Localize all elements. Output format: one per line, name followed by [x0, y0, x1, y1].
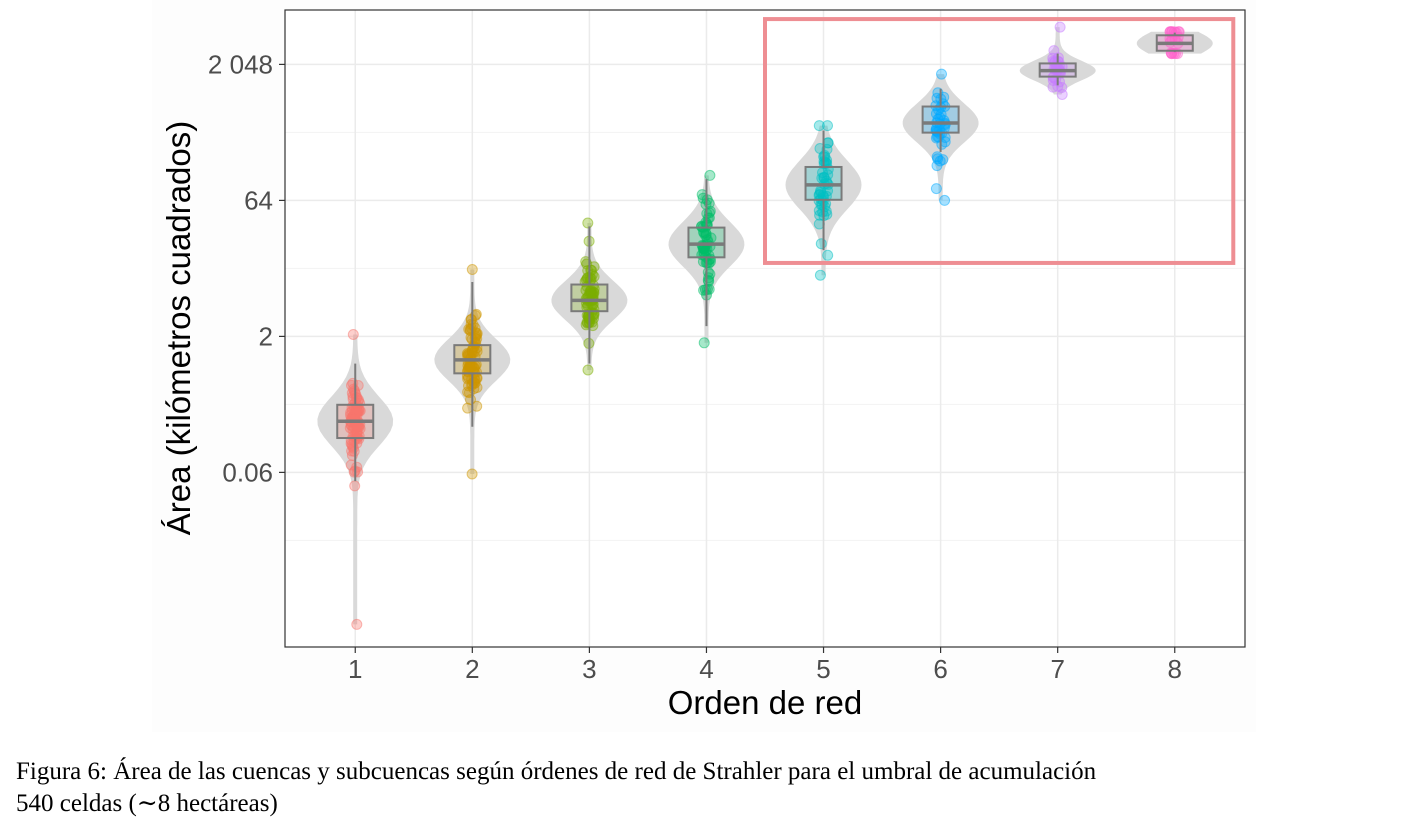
x-tick-label: 5	[816, 654, 830, 684]
jitter-point-6	[930, 108, 942, 120]
y-tick-label: 0.06	[222, 457, 273, 487]
box-iqr-6	[921, 105, 960, 134]
jitter-point-5	[822, 120, 833, 132]
jitter-point-2	[462, 402, 474, 414]
jitter-point-1	[347, 329, 359, 340]
jitter-point-7	[1054, 21, 1066, 33]
jitter-point-2	[462, 386, 474, 398]
caption-line-2: 540 celdas (∼8 hectáreas)	[16, 790, 278, 817]
y-tick-label: 2 048	[208, 49, 273, 79]
jitter-point-6	[931, 151, 943, 163]
x-tick-label: 6	[933, 654, 947, 684]
jitter-point-6	[931, 160, 943, 172]
jitter-point-3	[582, 217, 594, 229]
boxplot-8	[1155, 32, 1194, 53]
jitter-point-2	[465, 314, 477, 326]
boxplot-4	[687, 179, 726, 327]
jitter-point-5	[820, 190, 832, 202]
axis-layer: 0.06 2 64 2 048 1 2 3 4 5 6 7 8	[208, 49, 1182, 684]
jitter-point-5	[813, 120, 825, 132]
y-tick-label: 64	[244, 185, 273, 215]
x-tick-label: 3	[582, 654, 596, 684]
highlight-rectangle	[763, 17, 1236, 265]
x-tick-label: 1	[348, 654, 362, 684]
jitter-point-7	[1047, 81, 1059, 93]
jitter-point-4	[703, 275, 715, 287]
jitter-point-1	[348, 466, 360, 478]
box-iqr-3	[570, 283, 609, 313]
boxplot-3	[570, 226, 609, 364]
violin-boxplot-chart: 0.06 2 64 2 048 1 2 3 4 5 6 7 8 Orden de red Área (…	[160, 9, 1246, 721]
jitter-point-5	[822, 249, 834, 261]
x-axis-title: Orden de red	[668, 684, 862, 721]
x-tick-label: 2	[465, 654, 479, 684]
x-tick-label: 7	[1050, 654, 1064, 684]
boxplot-layer	[336, 32, 1194, 482]
jitter-point-6	[936, 68, 947, 80]
jitter-point-1	[351, 618, 363, 630]
jitter-point-5	[814, 269, 826, 281]
jitter-point-7	[1056, 82, 1068, 93]
boxplot-1	[336, 363, 375, 482]
jitter-point-2	[466, 264, 478, 275]
caption-line-1: Figura 6: Área de las cuencas y subcuenc…	[16, 758, 1097, 785]
y-tick-label: 2	[259, 321, 273, 351]
x-tick-label: 4	[699, 654, 713, 684]
jitter-point-6	[939, 194, 951, 206]
jitter-point-4	[698, 337, 710, 349]
boxplot-6	[921, 88, 960, 152]
y-axis-title: Área (kilómetros cuadrados)	[160, 121, 197, 536]
plot-panel-border	[284, 9, 1246, 648]
jitter-point-3	[582, 364, 594, 376]
jitter-point-4	[704, 169, 716, 181]
boxplot-2	[453, 281, 492, 427]
jitter-point-2	[466, 468, 478, 480]
jitter-point-5	[815, 238, 827, 250]
jitter-point-5	[822, 169, 834, 181]
boxplot-5	[804, 130, 843, 251]
figure-caption: Figura 6: Área de las cuencas y subcuenc…	[16, 756, 1406, 820]
jitter-point-3	[580, 256, 592, 268]
jitter-point-1	[349, 480, 361, 492]
boxplot-7	[1038, 53, 1077, 86]
jitter-point-6	[930, 183, 942, 195]
x-tick-label: 8	[1168, 654, 1182, 684]
